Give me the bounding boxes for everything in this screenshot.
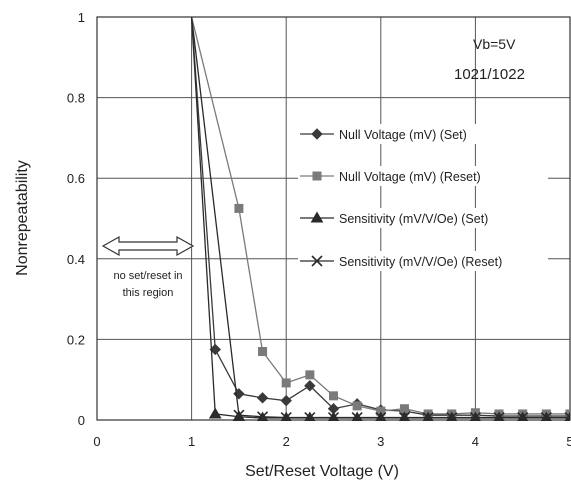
- x-tick-label: 2: [283, 434, 290, 449]
- legend-item: Sensitivity (mV/V/Oe) (Reset): [298, 251, 548, 271]
- data-point-square: [282, 379, 290, 387]
- legend-item: Sensitivity (mV/V/Oe) (Set): [298, 208, 548, 228]
- y-tick-label: 0.4: [67, 252, 85, 267]
- data-point-square: [306, 371, 314, 379]
- region-note-line2: this region: [123, 287, 174, 299]
- data-point-square: [235, 204, 243, 212]
- legend-item: Null Voltage (mV) (Reset): [298, 166, 548, 186]
- data-point-diamond: [281, 396, 291, 406]
- y-tick-label: 0.2: [67, 332, 85, 347]
- legend-label: Null Voltage (mV) (Set): [339, 128, 467, 142]
- vb-annotation: Vb=5V: [473, 36, 516, 52]
- legend-item: Null Voltage (mV) (Set): [298, 124, 548, 144]
- x-axis-title: Set/Reset Voltage (V): [245, 463, 399, 480]
- x-tick-label: 5: [566, 434, 571, 449]
- y-tick-label: 1: [78, 10, 85, 25]
- legend-label: Sensitivity (mV/V/Oe) (Reset): [339, 255, 502, 269]
- legend: Null Voltage (mV) (Set) Null Voltage (mV)…: [298, 124, 548, 271]
- double-arrow-icon: [103, 237, 193, 255]
- data-point-square: [353, 402, 361, 410]
- legend-label: Sensitivity (mV/V/Oe) (Set): [339, 212, 488, 226]
- data-point-diamond: [258, 393, 268, 403]
- x-tick-label: 3: [377, 434, 384, 449]
- region-note-line1: no set/reset in: [113, 270, 182, 282]
- y-tick-label: 0.6: [67, 171, 85, 186]
- part-annotation: 1021/1022: [454, 66, 525, 83]
- data-point-square: [259, 347, 267, 355]
- y-tick-label: 0.8: [67, 91, 85, 106]
- data-point-square: [330, 392, 338, 400]
- y-tick-label: 0: [78, 413, 85, 428]
- legend-label: Null Voltage (mV) (Reset): [339, 170, 481, 184]
- legend-marker-square: [313, 172, 321, 180]
- y-axis-title: Nonrepeatability: [14, 160, 31, 276]
- x-tick-label: 0: [93, 434, 100, 449]
- x-tick-label: 1: [188, 434, 195, 449]
- data-point-triangle: [210, 408, 221, 418]
- x-tick-label: 4: [472, 434, 479, 449]
